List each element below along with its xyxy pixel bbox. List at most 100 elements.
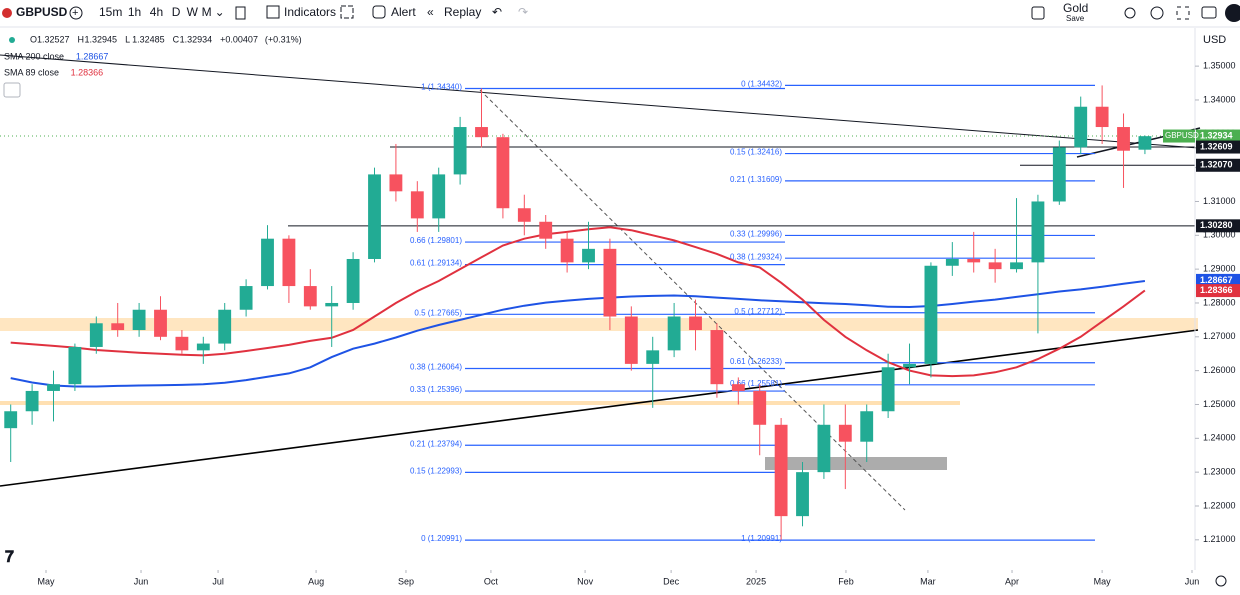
x-tick-label: Dec [663,576,680,586]
candle-body [1010,262,1023,270]
candle-body [945,258,959,266]
ohlc-change: +0.00407 [220,34,258,44]
candle-body [667,316,681,351]
indicators-button[interactable]: Indicators [284,5,336,19]
price-tag [1196,129,1240,143]
supply-zone [0,318,1198,331]
candle-body [881,367,895,412]
fib-label: 0.21 (1.31609) [730,175,782,184]
price-tag-label: 1.32070 [1200,160,1233,170]
candle-body [239,286,253,310]
search-icon[interactable] [1124,7,1136,19]
candle-body [924,265,938,364]
plan[interactable]: Gold [1063,1,1088,15]
fib-label: 0.5 (1.27665) [414,308,462,317]
interval[interactable]: 1h [128,5,141,19]
interval-menu[interactable]: ⌄ [215,5,225,19]
chart-type-icon[interactable] [235,6,246,20]
undo[interactable]: ↶ [492,5,502,19]
currency[interactable]: USD [1203,34,1226,46]
legend-value: 1.28366 [71,67,104,77]
y-tick-label: 1.24000 [1203,433,1236,443]
candle-body [432,174,446,219]
fib-label: 1 (1.34340) [421,83,462,92]
fib-label: 0.15 (1.32416) [730,148,782,157]
candle-body [4,411,18,429]
ohlc-value: 1.32945 [85,34,118,44]
candle-body [218,309,232,344]
candle-body [261,238,274,287]
trendline-dashed [479,89,906,511]
candle-body [111,323,125,331]
ohlc-value: 1.32934 [180,34,213,44]
fib-label: 0.61 (1.26233) [730,357,782,366]
interval[interactable]: M [202,5,212,19]
candle-body [47,384,60,391]
replay-button[interactable]: Replay [444,5,481,19]
profile[interactable] [1225,4,1240,22]
sma-line [10,280,1146,388]
y-tick-label: 1.21000 [1203,534,1236,544]
candle-body [346,258,360,303]
legend: O 1.32527 H 1.32945 L 1.32485 C 1.32934 +0.00407… [3,34,302,98]
ohlc-letter: C [173,34,180,44]
candle-body [368,174,381,259]
settings-icon[interactable] [1150,6,1164,20]
symbol[interactable]: GBPUSD [16,5,68,19]
alert-icon [372,5,386,19]
fib-label: 0.38 (1.26064) [410,363,462,372]
candle-body [154,309,167,337]
fullscreen-icon[interactable] [1176,6,1190,20]
templates-icon[interactable] [340,5,354,19]
collapse-legend[interactable] [3,82,21,98]
y-tick-label: 1.22000 [1203,500,1236,510]
candle-body [603,248,617,317]
interval[interactable]: 4h [150,5,163,19]
candle-body [132,309,146,331]
plan-note: Save [1066,14,1085,23]
x-tick-label: May [38,576,56,586]
interval[interactable]: 15m [99,5,122,19]
legend-value: 1.28667 [76,51,109,61]
candle-body [753,390,767,425]
indicators-icon [266,5,280,19]
symbol-icon [2,8,12,18]
candle-body [817,424,831,473]
status-dot [9,37,15,43]
plot-area: 1 (1.34340) 0.66 (1.29801) 0.61 (1.29134) 0… [0,54,1201,543]
interval[interactable]: D [172,5,181,19]
interval[interactable]: W [187,5,199,19]
toolbar [0,0,1240,27]
price-tag [1196,273,1240,287]
support-zone [0,401,960,405]
price-tag [1196,158,1240,172]
candle-body [796,472,809,517]
candle-body [1095,106,1109,128]
price-tag-label: 1.32609 [1200,141,1233,151]
add-symbol[interactable] [69,6,83,20]
redo[interactable]: ↷ [518,5,528,19]
layout-icon[interactable] [1031,6,1045,20]
fib-label: 0.33 (1.29996) [730,230,782,239]
candle-body [774,424,788,517]
candle-body [517,208,531,222]
y-tick-label: 1.31000 [1203,196,1236,206]
price-tag-label: 1.28667 [1200,275,1233,285]
candle-body [1031,201,1045,263]
snapshot-icon[interactable] [1201,6,1217,19]
y-tick-label: 1.27000 [1203,331,1236,341]
ohlc-letter: O [30,34,37,44]
fib-label: 0.33 (1.25396) [410,385,462,394]
candle-body [539,221,553,239]
y-tick-label: 1.25000 [1203,399,1236,409]
gap-box [765,457,947,470]
alert-button[interactable]: Alert [391,5,416,19]
axis-settings[interactable] [1215,575,1227,587]
trendline-support [0,329,1199,487]
legend-name: SMA 89 close [4,67,59,77]
price-tag [1196,284,1240,298]
x-tick-label: Aug [308,576,324,586]
trendline-resistance [0,54,1199,149]
candle-body [453,127,467,175]
price-tag [1196,140,1240,154]
